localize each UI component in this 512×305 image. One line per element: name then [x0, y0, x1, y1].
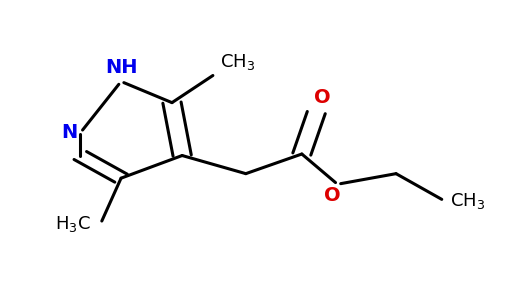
- Text: O: O: [314, 88, 331, 107]
- Text: NH: NH: [105, 58, 137, 77]
- Text: O: O: [324, 186, 340, 205]
- Text: N: N: [61, 123, 78, 142]
- Text: CH$_{3}$: CH$_{3}$: [220, 52, 255, 72]
- Text: CH$_{3}$: CH$_{3}$: [450, 191, 485, 211]
- Text: H$_{3}$C: H$_{3}$C: [55, 214, 91, 234]
